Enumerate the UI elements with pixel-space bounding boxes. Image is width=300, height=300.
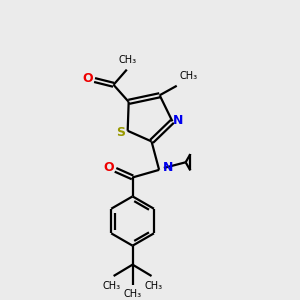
Text: O: O [82, 72, 93, 85]
Text: O: O [103, 161, 114, 175]
Text: CH₃: CH₃ [180, 71, 198, 81]
Text: CH₃: CH₃ [119, 55, 137, 65]
Text: N: N [163, 160, 173, 173]
Text: S: S [116, 126, 125, 139]
Text: N: N [173, 114, 183, 127]
Text: CH₃: CH₃ [144, 281, 163, 291]
Text: CH₃: CH₃ [103, 281, 121, 291]
Text: CH₃: CH₃ [124, 289, 142, 299]
